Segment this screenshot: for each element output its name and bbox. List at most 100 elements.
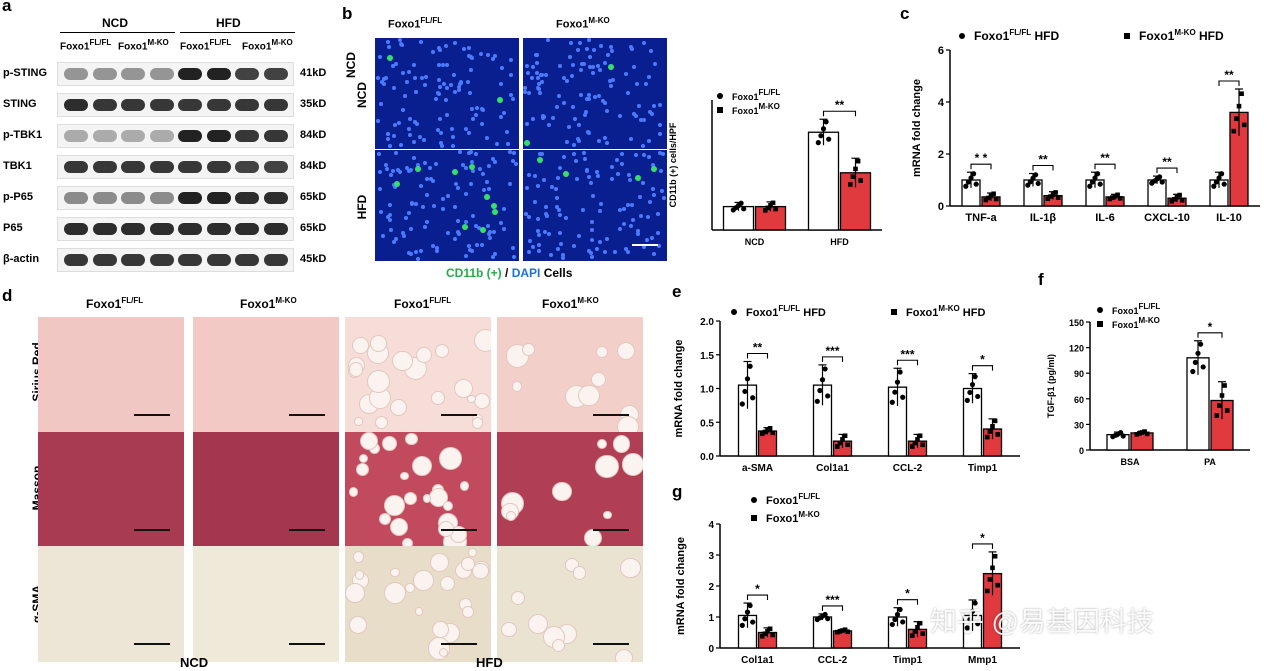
- nucleus-dot: [624, 72, 629, 77]
- significance-label: **: [1038, 153, 1048, 167]
- nucleus-dot: [535, 217, 540, 222]
- nucleus-dot: [561, 252, 566, 257]
- blot-band: [92, 223, 117, 235]
- data-point: [990, 424, 995, 429]
- data-point: [768, 203, 773, 208]
- nucleus-dot: [587, 174, 592, 179]
- nucleus-dot: [451, 73, 456, 78]
- histology-image: [345, 317, 491, 433]
- nucleus-dot: [441, 82, 446, 87]
- nucleus-dot: [398, 42, 403, 46]
- nucleus-dot: [466, 150, 471, 155]
- nucleus-dot: [507, 150, 512, 155]
- nucleus-dot: [577, 41, 582, 46]
- lipid-vacuole: [612, 435, 631, 453]
- nucleus-dot: [546, 232, 551, 237]
- nucleus-dot: [526, 215, 531, 220]
- nucleus-dot: [574, 159, 579, 164]
- nucleus-dot: [405, 165, 410, 170]
- data-point: [855, 158, 861, 164]
- data-point: [1045, 196, 1051, 202]
- data-point: [1214, 413, 1220, 418]
- nucleus-dot: [535, 70, 540, 75]
- nucleus-dot: [466, 79, 471, 84]
- blot-band: [263, 130, 288, 142]
- legend-marker: [1124, 33, 1130, 39]
- nucleus-dot: [405, 80, 410, 85]
- cd11b-positive-cell: [386, 54, 393, 61]
- lipid-vacuole: [468, 547, 478, 557]
- y-tick-label: 4: [708, 520, 714, 531]
- nucleus-dot: [647, 74, 652, 79]
- nucleus-dot: [474, 243, 479, 248]
- significance-label: *: [980, 531, 985, 545]
- nucleus-dot: [603, 250, 608, 255]
- nucleus-dot: [393, 151, 398, 156]
- blot-band: [235, 223, 259, 235]
- nucleus-dot: [381, 82, 386, 87]
- blot-group-ncd: NCD: [102, 16, 128, 30]
- cd11b-positive-cell: [537, 156, 544, 163]
- nucleus-dot: [471, 213, 476, 218]
- nucleus-dot: [609, 165, 614, 170]
- nucleus-dot: [480, 121, 485, 126]
- lipid-vacuole: [429, 553, 449, 572]
- data-point: [762, 429, 768, 435]
- data-point: [1142, 429, 1147, 434]
- nucleus-dot: [403, 94, 408, 99]
- cd11b-positive-cell: [394, 180, 401, 187]
- y-axis-label: mRNA fold change: [911, 79, 923, 177]
- nucleus-dot: [583, 157, 588, 162]
- nucleus-dot: [436, 127, 441, 132]
- nucleus-dot: [537, 243, 542, 248]
- nucleus-dot: [581, 151, 586, 156]
- nucleus-dot: [400, 108, 405, 113]
- blot-band: [121, 254, 145, 266]
- micro-image-hfd-ko: [523, 150, 667, 261]
- blot-row-label: TBK1: [3, 160, 32, 172]
- nucleus-dot: [524, 186, 529, 191]
- data-point: [815, 140, 821, 146]
- nucleus-dot: [463, 126, 468, 131]
- data-point: [889, 399, 895, 405]
- nucleus-dot: [386, 45, 391, 50]
- data-point: [1144, 431, 1150, 437]
- nucleus-dot: [439, 141, 444, 146]
- lipid-vacuole: [527, 613, 549, 634]
- significance-bracket: [896, 599, 919, 605]
- nucleus-dot: [391, 240, 396, 245]
- nucleus-dot: [469, 160, 474, 165]
- nucleus-dot: [437, 62, 442, 67]
- nucleus-dot: [573, 117, 578, 122]
- y-axis-label: mRNA fold change: [673, 340, 685, 438]
- legend-label: Foxo1FL/FL HFD: [974, 28, 1059, 43]
- blot-strip: [57, 248, 294, 272]
- nucleus-dot: [651, 162, 656, 167]
- nucleus-dot: [408, 132, 413, 137]
- nucleus-dot: [606, 53, 611, 58]
- nucleus-dot: [656, 212, 661, 217]
- histo-scale-bar: [441, 414, 477, 416]
- blot-size: 45kD: [300, 253, 327, 265]
- data-point: [822, 366, 828, 372]
- nucleus-dot: [402, 234, 407, 239]
- nucleus-dot: [495, 141, 500, 146]
- significance-bracket: [822, 110, 857, 117]
- nucleus-dot: [382, 77, 387, 82]
- nucleus-dot: [595, 63, 600, 68]
- blot-band: [149, 68, 174, 80]
- lipid-vacuole: [434, 343, 449, 358]
- data-point: [1195, 350, 1201, 356]
- histology-image: [497, 317, 643, 433]
- x-tick-label: NCD: [745, 237, 765, 247]
- data-point: [1033, 172, 1039, 178]
- nucleus-dot: [523, 211, 528, 216]
- data-point: [1241, 122, 1247, 128]
- nucleus-dot: [611, 77, 616, 82]
- data-point: [987, 577, 993, 582]
- data-point: [967, 616, 973, 623]
- data-point: [991, 191, 996, 197]
- lipid-vacuole: [392, 350, 414, 372]
- significance-label: **: [753, 341, 763, 355]
- legend-label: Foxo1M-KO HFD: [906, 304, 985, 319]
